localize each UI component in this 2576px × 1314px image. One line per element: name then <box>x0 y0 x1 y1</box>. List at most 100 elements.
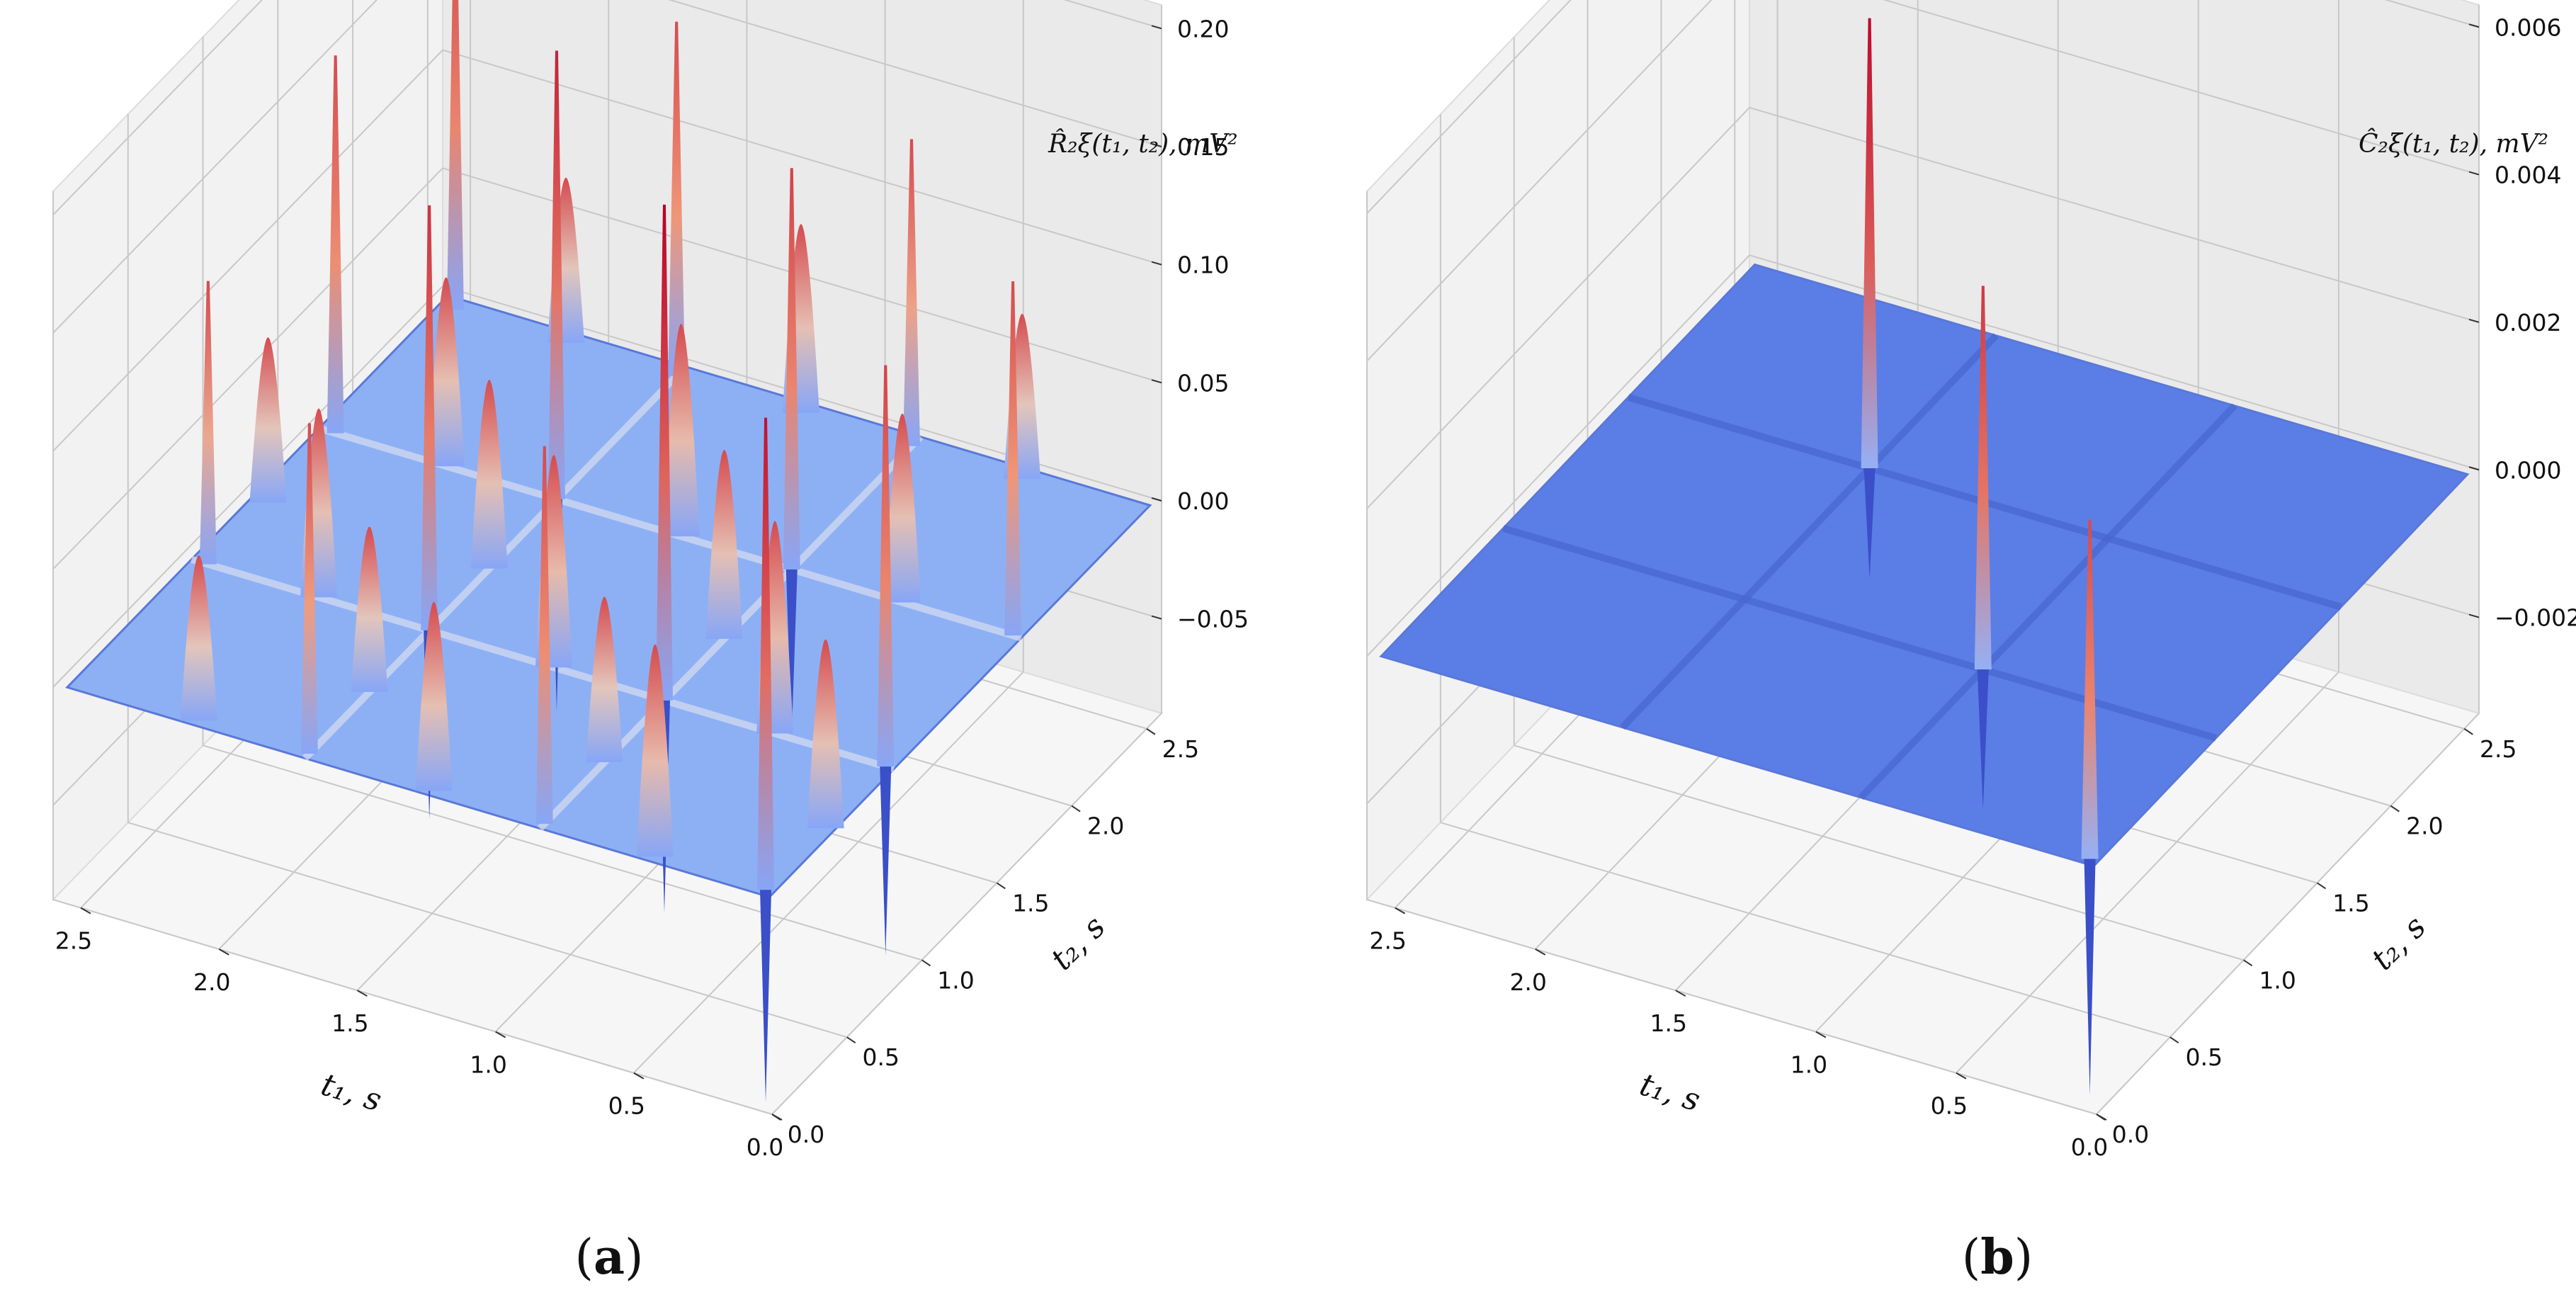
caption-a-close: ) <box>625 1230 644 1286</box>
surface-dip <box>1863 468 1876 579</box>
y-tick-label: 0.5 <box>2186 1043 2223 1071</box>
x-tick-mark <box>1675 990 1686 997</box>
z-tick-label: 0.004 <box>2495 162 2561 189</box>
surface-peak <box>903 139 921 446</box>
z-grid-line <box>52 0 1162 216</box>
y-tick-mark <box>2169 1036 2179 1043</box>
surface-peak <box>877 365 895 767</box>
y-tick-mark <box>2316 882 2327 890</box>
y-tick-label: 0.0 <box>2112 1121 2149 1148</box>
z-tick-label: 0.006 <box>2495 13 2561 41</box>
floor-grid-line <box>2096 713 2480 1115</box>
z-tick-label: 0.002 <box>2495 309 2561 336</box>
caption-a-letter: a <box>593 1229 625 1286</box>
x-tick-label: 2.5 <box>1369 927 1406 955</box>
x-tick-mark <box>356 990 368 997</box>
x-tick-label: 1.0 <box>470 1050 506 1078</box>
y-tick-label: 1.0 <box>2259 966 2296 994</box>
y-tick-label: 1.5 <box>1012 889 1049 917</box>
y-tick-label: 0.5 <box>863 1043 900 1071</box>
y-tick-mark <box>2390 805 2400 812</box>
subplot-b: 0.0 0.5 1.0 1.5 2.0 2.5 0.0 0.5 1.0 1.5 2.0 2.5 −0.0… <box>1366 0 2576 1161</box>
surface-seam <box>1502 525 2218 742</box>
surface-peak <box>199 281 217 565</box>
z-tick-label: 0.00 <box>1177 487 1229 515</box>
y-tick-label: 0.0 <box>788 1121 824 1148</box>
floor-grid-line <box>1366 899 2097 1115</box>
y-tick-mark <box>2243 959 2253 967</box>
z-tick-mark <box>2468 318 2480 323</box>
caption-b-close: ) <box>2014 1230 2033 1286</box>
x-tick-label: 2.5 <box>55 927 92 955</box>
floor-grid-line <box>1440 822 2171 1038</box>
z-grid-line <box>1366 254 2480 657</box>
y-tick-label: 2.0 <box>1087 812 1124 840</box>
surface-dip <box>1977 669 1989 810</box>
z-tick-mark <box>2468 613 2480 618</box>
y-tick-mark <box>921 959 931 967</box>
floor-grid-line <box>52 899 773 1115</box>
surface-peak <box>1004 281 1022 636</box>
z-tick-mark <box>2468 466 2480 471</box>
x-tick-mark <box>495 1031 506 1038</box>
z-tick-label: 0.20 <box>1177 15 1229 43</box>
z-tick-mark <box>1151 25 1162 30</box>
caption-b-open: ( <box>1961 1230 1981 1286</box>
y-axis-label: t₂, s <box>2364 909 2433 978</box>
y-tick-mark <box>1146 727 1156 735</box>
z-tick-label: 0.15 <box>1177 133 1229 161</box>
x-tick-mark <box>633 1072 645 1080</box>
z-tick-label: −0.05 <box>1177 606 1249 633</box>
x-tick-label: 0.0 <box>2071 1133 2108 1161</box>
z-tick-mark <box>2468 171 2480 176</box>
y-tick-mark <box>996 882 1006 890</box>
x-tick-label: 1.0 <box>1791 1050 1827 1078</box>
floor-grid-line <box>127 822 848 1038</box>
x-tick-label: 2.0 <box>193 968 230 996</box>
surface-hump <box>351 526 388 692</box>
floor-grid-line <box>203 744 922 961</box>
z-grid-line <box>1366 0 2480 214</box>
z-grid-line <box>52 49 1162 452</box>
surface-dip <box>2084 859 2096 1095</box>
surface-hump <box>586 596 623 762</box>
surface-peak <box>668 21 686 376</box>
surface-peak <box>783 168 800 570</box>
x-tick-mark <box>1956 1072 1967 1080</box>
z-tick-mark <box>1151 379 1162 384</box>
x-tick-label: 2.0 <box>1509 968 1546 996</box>
x-tick-label: 0.5 <box>608 1092 645 1120</box>
floor-grid-line <box>633 672 1024 1074</box>
z-axis-label: Ĉ₂ξ(t₁, t₂), mV² <box>2359 129 2548 159</box>
surface-peak <box>655 204 673 701</box>
surface-dip <box>785 569 798 735</box>
caption-b: (b) <box>1927 1229 2068 1286</box>
y-tick-mark <box>771 1114 781 1121</box>
caption-a: (a) <box>538 1229 680 1286</box>
caption-b-letter: b <box>1980 1229 2014 1286</box>
z-axis-label: R̂₂ξ(t₁, t₂), mV² <box>1048 128 1238 159</box>
z-tick-mark <box>1151 261 1162 266</box>
surface-hump <box>807 639 844 829</box>
z-tick-label: −0.002 <box>2495 604 2576 632</box>
y-tick-mark <box>1071 805 1081 812</box>
surface-peak <box>547 50 565 499</box>
x-tick-mark <box>1815 1031 1827 1038</box>
y-tick-mark <box>2096 1114 2106 1121</box>
z-tick-label: 0.05 <box>1177 369 1229 397</box>
floor-grid-line <box>1956 672 2339 1074</box>
x-tick-label: 0.5 <box>1931 1092 1968 1120</box>
x-tick-mark <box>218 948 229 956</box>
x-tick-mark <box>80 907 91 914</box>
surface-sheet <box>1379 263 2470 868</box>
surface-hump <box>427 277 465 467</box>
z-tick-label: 0.000 <box>2495 456 2561 484</box>
subplot-a: 0.0 0.5 1.0 1.5 2.0 2.5 0.0 0.5 1.0 1.5 2.0 2.5 −0.0… <box>52 0 1249 1161</box>
surface-seam <box>1858 403 2237 800</box>
surface-peak <box>757 417 775 890</box>
surface-hump <box>249 337 287 503</box>
z-tick-mark <box>1151 143 1162 147</box>
y-tick-mark <box>846 1036 856 1043</box>
y-axis-label: t₂, s <box>1044 909 1113 978</box>
